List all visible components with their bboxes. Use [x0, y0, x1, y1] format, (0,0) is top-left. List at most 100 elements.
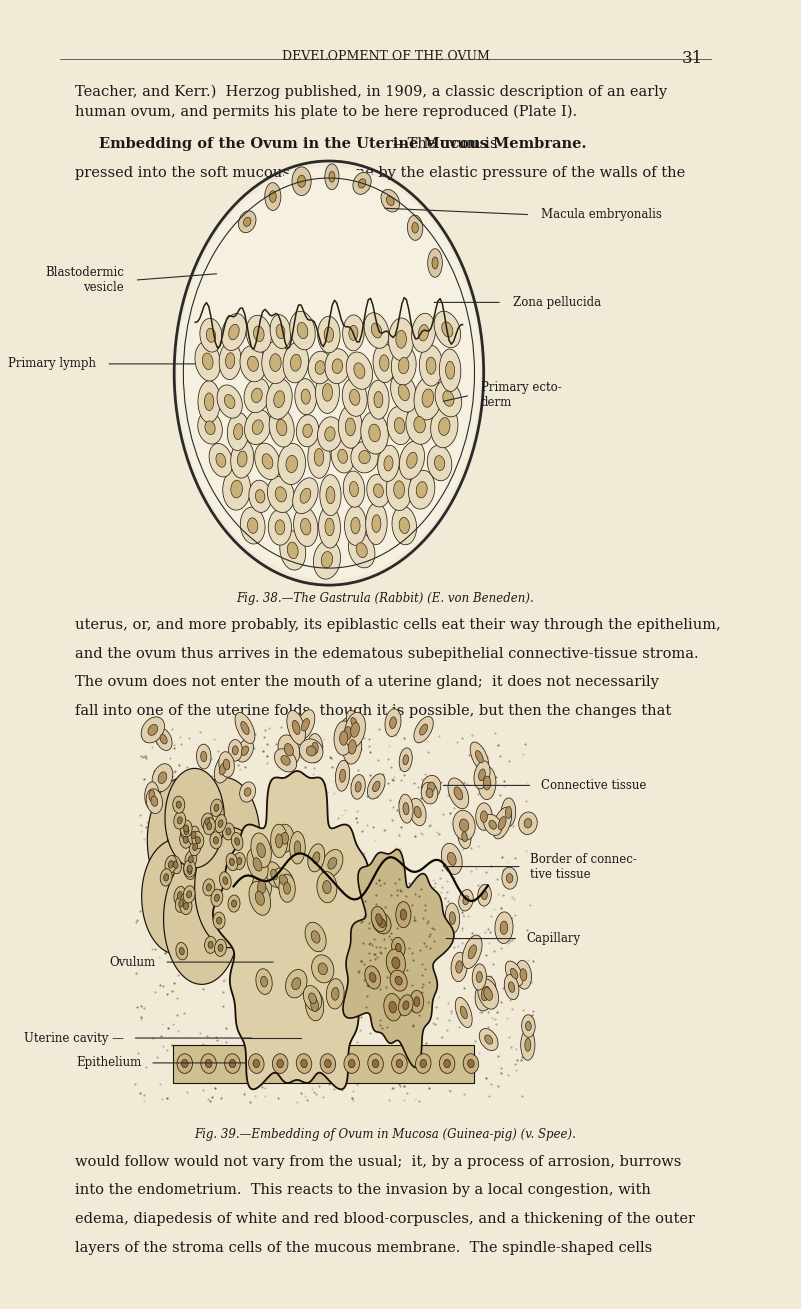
Ellipse shape: [239, 211, 256, 233]
Ellipse shape: [295, 378, 316, 415]
Ellipse shape: [231, 833, 243, 851]
Ellipse shape: [351, 517, 360, 534]
Ellipse shape: [323, 881, 331, 894]
Ellipse shape: [323, 384, 332, 402]
Ellipse shape: [241, 721, 249, 734]
Text: would follow would not vary from the usual;  it, by a process of arrosion, burro: would follow would not vary from the usu…: [74, 1155, 681, 1169]
Ellipse shape: [300, 518, 311, 535]
Ellipse shape: [377, 445, 399, 482]
Ellipse shape: [145, 781, 159, 809]
Ellipse shape: [222, 314, 247, 351]
Text: Primary lymph: Primary lymph: [8, 357, 96, 370]
Ellipse shape: [351, 441, 378, 473]
Ellipse shape: [207, 329, 215, 343]
Ellipse shape: [372, 1059, 379, 1068]
Ellipse shape: [276, 325, 285, 339]
Ellipse shape: [286, 456, 297, 473]
Text: Macula embryonalis: Macula embryonalis: [541, 208, 662, 221]
Ellipse shape: [278, 734, 300, 764]
Ellipse shape: [211, 889, 223, 907]
Text: edema, diapedesis of white and red blood-corpuscles, and a thickening of the out: edema, diapedesis of white and red blood…: [74, 1212, 694, 1227]
Ellipse shape: [349, 389, 360, 406]
Ellipse shape: [493, 808, 512, 839]
Ellipse shape: [524, 818, 532, 829]
Ellipse shape: [371, 906, 387, 932]
Ellipse shape: [312, 742, 318, 754]
Ellipse shape: [288, 542, 298, 559]
Ellipse shape: [324, 164, 339, 190]
Ellipse shape: [477, 885, 491, 906]
Text: and the ovum thus arrives in the edematous subepithelial connective-tissue strom: and the ovum thus arrives in the edemato…: [74, 647, 698, 661]
Ellipse shape: [328, 857, 336, 869]
Ellipse shape: [301, 719, 309, 730]
Ellipse shape: [481, 810, 487, 822]
Ellipse shape: [308, 351, 332, 384]
Ellipse shape: [407, 453, 417, 469]
Ellipse shape: [281, 755, 290, 766]
Ellipse shape: [384, 456, 393, 471]
Ellipse shape: [388, 318, 414, 360]
Ellipse shape: [505, 806, 512, 818]
Text: 31: 31: [682, 50, 703, 67]
Ellipse shape: [348, 533, 375, 568]
Ellipse shape: [448, 778, 469, 809]
Ellipse shape: [372, 912, 391, 933]
Ellipse shape: [237, 452, 247, 467]
Text: Ovulum: Ovulum: [110, 956, 155, 969]
Ellipse shape: [439, 418, 450, 436]
Ellipse shape: [374, 391, 383, 408]
Ellipse shape: [389, 1001, 396, 1013]
Ellipse shape: [240, 346, 266, 382]
Ellipse shape: [205, 818, 210, 825]
Text: The ovum does not enter the mouth of a uterine gland;  it does not necessarily: The ovum does not enter the mouth of a u…: [74, 675, 658, 690]
Ellipse shape: [174, 886, 186, 905]
Ellipse shape: [387, 407, 412, 445]
Ellipse shape: [266, 380, 292, 419]
Ellipse shape: [204, 936, 216, 953]
Ellipse shape: [473, 963, 486, 990]
Ellipse shape: [324, 1059, 331, 1068]
Ellipse shape: [189, 838, 201, 856]
Ellipse shape: [205, 1059, 212, 1068]
Ellipse shape: [320, 475, 341, 516]
Ellipse shape: [275, 520, 285, 535]
Ellipse shape: [369, 973, 376, 982]
Ellipse shape: [235, 712, 255, 744]
Ellipse shape: [392, 957, 400, 969]
Ellipse shape: [353, 173, 371, 194]
Ellipse shape: [203, 353, 213, 369]
Ellipse shape: [228, 895, 240, 912]
Ellipse shape: [244, 217, 251, 226]
Ellipse shape: [348, 1059, 355, 1068]
Ellipse shape: [477, 979, 498, 1009]
Ellipse shape: [176, 801, 181, 808]
Ellipse shape: [307, 733, 323, 763]
Ellipse shape: [368, 774, 385, 798]
Ellipse shape: [395, 977, 402, 986]
Ellipse shape: [294, 507, 318, 546]
Ellipse shape: [180, 822, 192, 839]
Ellipse shape: [235, 838, 239, 846]
Ellipse shape: [351, 775, 365, 800]
Ellipse shape: [226, 352, 235, 369]
Ellipse shape: [396, 330, 406, 348]
Ellipse shape: [218, 819, 223, 827]
Ellipse shape: [165, 856, 177, 873]
Ellipse shape: [256, 490, 265, 503]
Ellipse shape: [160, 869, 172, 886]
Ellipse shape: [214, 804, 219, 812]
Text: DEVELOPMENT OF THE OVUM: DEVELOPMENT OF THE OVUM: [281, 50, 489, 63]
Ellipse shape: [231, 440, 254, 478]
Ellipse shape: [183, 836, 188, 843]
Ellipse shape: [340, 717, 356, 749]
Ellipse shape: [338, 449, 348, 463]
Ellipse shape: [372, 323, 382, 338]
Ellipse shape: [444, 1059, 450, 1068]
Ellipse shape: [525, 1021, 531, 1030]
Ellipse shape: [331, 440, 354, 473]
Ellipse shape: [244, 410, 271, 445]
Ellipse shape: [398, 385, 409, 401]
Ellipse shape: [428, 249, 442, 278]
Ellipse shape: [211, 798, 223, 817]
Ellipse shape: [434, 456, 445, 470]
